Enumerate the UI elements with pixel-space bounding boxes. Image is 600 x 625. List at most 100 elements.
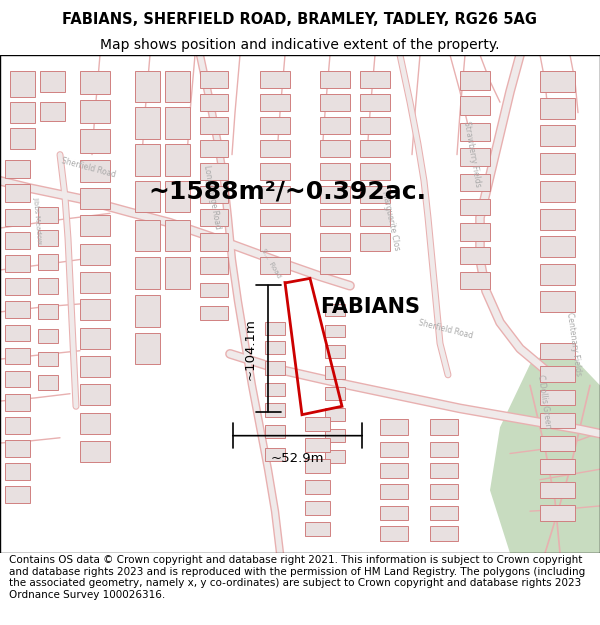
Polygon shape xyxy=(265,403,285,417)
Polygon shape xyxy=(540,505,575,521)
Polygon shape xyxy=(80,412,110,434)
Polygon shape xyxy=(200,71,228,88)
Polygon shape xyxy=(430,463,458,478)
Polygon shape xyxy=(265,425,285,438)
Polygon shape xyxy=(5,209,30,226)
Polygon shape xyxy=(305,522,330,536)
Polygon shape xyxy=(5,232,30,249)
Polygon shape xyxy=(40,71,65,92)
Polygon shape xyxy=(38,352,58,366)
Polygon shape xyxy=(5,371,30,388)
Polygon shape xyxy=(305,480,330,494)
Text: FABIANS: FABIANS xyxy=(320,297,420,317)
Polygon shape xyxy=(80,216,110,236)
Polygon shape xyxy=(460,272,490,289)
Polygon shape xyxy=(380,463,408,478)
Text: ~104.1m: ~104.1m xyxy=(244,318,257,379)
Polygon shape xyxy=(460,199,490,216)
Polygon shape xyxy=(305,459,330,473)
Polygon shape xyxy=(265,361,285,375)
Polygon shape xyxy=(260,163,290,180)
Polygon shape xyxy=(360,140,390,157)
Polygon shape xyxy=(265,322,285,335)
Polygon shape xyxy=(5,278,30,295)
Polygon shape xyxy=(200,233,228,251)
Polygon shape xyxy=(540,209,575,230)
Polygon shape xyxy=(200,306,228,321)
Polygon shape xyxy=(165,107,190,139)
Polygon shape xyxy=(80,356,110,377)
Polygon shape xyxy=(540,181,575,202)
Polygon shape xyxy=(80,299,110,321)
Polygon shape xyxy=(5,184,30,202)
Polygon shape xyxy=(260,258,290,274)
Text: S...  Road: S... Road xyxy=(260,248,281,279)
Polygon shape xyxy=(200,140,228,157)
Text: FABIANS, SHERFIELD ROAD, BRAMLEY, TADLEY, RG26 5AG: FABIANS, SHERFIELD ROAD, BRAMLEY, TADLEY… xyxy=(62,12,538,27)
Polygon shape xyxy=(80,441,110,462)
Polygon shape xyxy=(5,417,30,434)
Text: Marguerite Clos: Marguerite Clos xyxy=(380,190,401,251)
Polygon shape xyxy=(325,408,345,421)
Polygon shape xyxy=(380,419,408,434)
Polygon shape xyxy=(320,71,350,88)
Polygon shape xyxy=(200,163,228,180)
Polygon shape xyxy=(80,244,110,265)
Polygon shape xyxy=(38,375,58,389)
Polygon shape xyxy=(260,209,290,226)
Polygon shape xyxy=(380,526,408,541)
Polygon shape xyxy=(80,129,110,152)
Polygon shape xyxy=(320,140,350,157)
Polygon shape xyxy=(135,258,160,289)
Polygon shape xyxy=(430,442,458,457)
Text: Sherfield Road: Sherfield Road xyxy=(418,318,475,340)
Polygon shape xyxy=(460,71,490,89)
Polygon shape xyxy=(320,209,350,226)
Polygon shape xyxy=(325,346,345,358)
Polygon shape xyxy=(260,94,290,111)
Polygon shape xyxy=(360,233,390,251)
Text: C Dollis Green: C Dollis Green xyxy=(536,374,553,429)
Polygon shape xyxy=(380,484,408,499)
Polygon shape xyxy=(430,526,458,541)
Text: ~1588m²/~0.392ac.: ~1588m²/~0.392ac. xyxy=(148,179,426,203)
Polygon shape xyxy=(360,163,390,180)
Polygon shape xyxy=(5,301,30,318)
Polygon shape xyxy=(360,71,390,88)
Text: Jibbs Meadow: Jibbs Meadow xyxy=(32,197,42,245)
Text: ~52.9m: ~52.9m xyxy=(271,452,324,465)
Polygon shape xyxy=(40,102,65,121)
Polygon shape xyxy=(325,429,345,442)
Polygon shape xyxy=(135,107,160,139)
Polygon shape xyxy=(320,94,350,111)
Polygon shape xyxy=(305,501,330,516)
Polygon shape xyxy=(490,343,600,553)
Polygon shape xyxy=(320,233,350,251)
Polygon shape xyxy=(540,436,575,451)
Polygon shape xyxy=(540,412,575,428)
Text: Longbridge Road: Longbridge Road xyxy=(202,164,222,230)
Polygon shape xyxy=(460,96,490,115)
Polygon shape xyxy=(305,417,330,431)
Polygon shape xyxy=(360,209,390,226)
Polygon shape xyxy=(5,348,30,364)
Polygon shape xyxy=(135,219,160,251)
Polygon shape xyxy=(260,186,290,203)
Polygon shape xyxy=(325,388,345,400)
Polygon shape xyxy=(305,438,330,452)
Polygon shape xyxy=(5,486,30,502)
Polygon shape xyxy=(260,140,290,157)
Polygon shape xyxy=(260,71,290,88)
Polygon shape xyxy=(380,506,408,519)
Polygon shape xyxy=(38,254,58,270)
Polygon shape xyxy=(165,258,190,289)
Polygon shape xyxy=(430,506,458,519)
Polygon shape xyxy=(5,463,30,480)
Polygon shape xyxy=(265,448,285,461)
Polygon shape xyxy=(540,459,575,474)
Text: Sherfield Road: Sherfield Road xyxy=(60,156,116,180)
Polygon shape xyxy=(460,222,490,241)
Text: Contains OS data © Crown copyright and database right 2021. This information is : Contains OS data © Crown copyright and d… xyxy=(9,555,585,600)
Polygon shape xyxy=(135,144,160,176)
Text: Centenary Fields: Centenary Fields xyxy=(565,312,583,377)
